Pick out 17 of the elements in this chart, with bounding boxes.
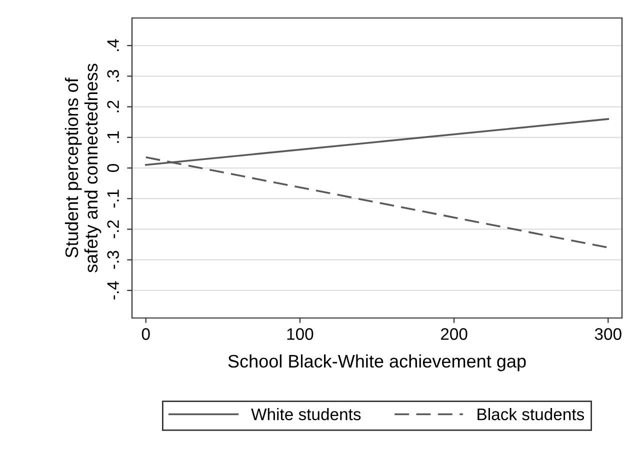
x-tick-label: 100 (287, 328, 314, 340)
y-tick-label: -.1 (107, 190, 119, 208)
y-tick-label: .2 (107, 100, 119, 112)
y-tick-label: -.2 (107, 220, 119, 238)
legend-label: White students (251, 408, 361, 420)
x-tick-label: 300 (594, 328, 622, 340)
y-tick-label: 0 (107, 164, 119, 172)
x-tick-label: 0 (142, 328, 150, 340)
x-axis-title: School Black-White achievement gap (228, 354, 526, 372)
y-tick-label: -.4 (107, 281, 119, 300)
y-tick-label: .1 (107, 131, 119, 143)
x-tick-label: 200 (440, 328, 468, 340)
y-axis-title: Student perceptions of safety and connectedness (64, 64, 102, 272)
y-tick-label: .3 (107, 70, 119, 82)
y-tick-label: -.3 (107, 250, 119, 269)
y-tick-label: .4 (107, 39, 119, 51)
legend-label: Black students (478, 408, 584, 420)
